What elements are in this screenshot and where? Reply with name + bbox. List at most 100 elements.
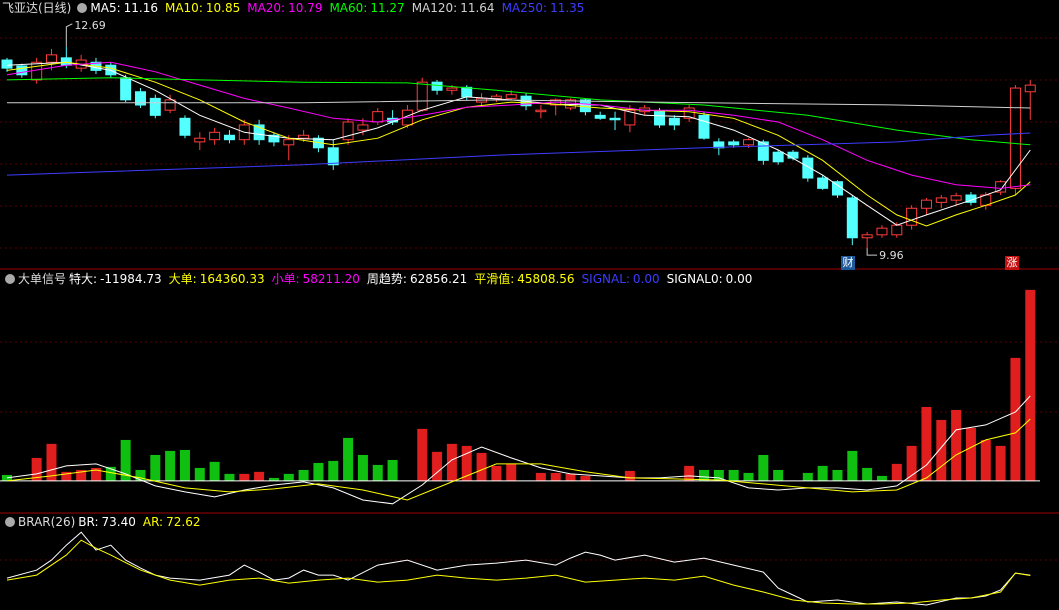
candle-body (995, 181, 1007, 193)
candle-body (45, 54, 57, 63)
legend-name: MA60: (329, 1, 368, 15)
ma-line (6, 77, 1031, 146)
legend-value: 0.00 (632, 272, 660, 286)
legend-value: 11.35 (550, 1, 585, 15)
trend-line (6, 418, 1031, 501)
legend: 飞亚达(日线) MA5: 11.16 MA10: 10.85 MA20: 10.79 MA60… (2, 0, 591, 16)
bar (165, 450, 176, 481)
toggle-icon[interactable] (5, 517, 15, 527)
candle-body (654, 111, 666, 126)
candle-body (1, 59, 13, 69)
ma-line (6, 132, 1031, 176)
bar (728, 469, 739, 481)
bar (372, 464, 383, 481)
bar (2, 474, 12, 481)
bar (328, 460, 339, 481)
legend-name: MA10: (164, 1, 203, 15)
bar (580, 475, 591, 481)
bar (313, 462, 324, 481)
candle-body (683, 107, 695, 119)
bar (965, 427, 976, 481)
chart-title: 飞亚达(日线) (2, 1, 72, 15)
bar (239, 473, 250, 481)
legend-value: 58211.20 (302, 272, 360, 286)
candle-body (906, 207, 918, 226)
chart-title: 大单信号 (18, 272, 67, 286)
candle-body (298, 134, 310, 139)
candle-body (120, 77, 132, 101)
bar (832, 469, 843, 481)
bar (1010, 357, 1021, 481)
candle-body (327, 147, 339, 166)
badge[interactable]: 财 (841, 256, 855, 270)
legend-value: 72.62 (166, 515, 201, 529)
candle-body (16, 65, 28, 76)
legend-name: 小单: (271, 272, 300, 286)
candle-body (594, 114, 606, 119)
candle-body (283, 139, 295, 146)
legend-value: 62856.21 (409, 272, 468, 286)
candle-body (372, 111, 384, 123)
indicator-line (6, 531, 1031, 606)
badge[interactable]: 涨 (1005, 256, 1019, 270)
bar (506, 463, 517, 481)
toggle-icon[interactable] (5, 274, 15, 284)
candle-body (624, 109, 636, 126)
legend-name: SIGNAL0: (666, 272, 723, 286)
candle-body (223, 134, 235, 141)
legend-value: 10.79 (288, 1, 323, 15)
legend-value: -11984.73 (100, 272, 162, 286)
legend-name: AR: (142, 515, 164, 529)
ma-line (6, 61, 1031, 226)
bar (565, 473, 576, 481)
candle-body (772, 151, 784, 163)
candle-body (846, 197, 858, 239)
candle-body (579, 99, 591, 113)
ma-line (6, 61, 1031, 227)
candle-body (757, 141, 769, 161)
high-annotation: 12.69 (74, 19, 106, 32)
bar (31, 457, 42, 481)
candle-body (164, 99, 176, 111)
legend-name: MA20: (247, 1, 286, 15)
candle-body (357, 124, 369, 131)
legend-value: 45808.56 (517, 272, 575, 286)
legend-name: BR: (78, 515, 99, 529)
bar (876, 475, 887, 481)
candle-body (535, 109, 547, 113)
bar (387, 459, 398, 481)
bar (773, 469, 784, 481)
bar (46, 443, 57, 481)
bar (417, 428, 428, 481)
legend-value: 11.16 (123, 1, 158, 15)
bar (743, 472, 754, 481)
legend-name: MA5: (90, 1, 121, 15)
bar (995, 445, 1006, 481)
candle-body (891, 224, 903, 236)
candle-body (668, 117, 680, 126)
bar (1025, 289, 1036, 481)
bar (817, 465, 828, 481)
legend-value: 164360.33 (199, 272, 265, 286)
bar (357, 454, 368, 481)
candle-body (342, 121, 354, 141)
bar (862, 467, 873, 481)
toggle-icon[interactable] (77, 3, 88, 13)
candle-body (60, 57, 72, 66)
bar (120, 439, 131, 481)
bar (891, 463, 902, 481)
legend-value: 0.00 (725, 272, 753, 286)
candle-body (134, 91, 146, 106)
legend-name: MA120: (411, 1, 458, 15)
candle-body (935, 197, 947, 203)
candle-body (253, 124, 265, 141)
candle-body (609, 117, 621, 121)
bar (713, 469, 724, 481)
candle-body (698, 114, 710, 139)
bar (209, 461, 220, 481)
candle-body (461, 86, 473, 98)
bar (684, 465, 695, 481)
bar (802, 472, 813, 481)
legend-name: 周趋势: (366, 272, 407, 286)
